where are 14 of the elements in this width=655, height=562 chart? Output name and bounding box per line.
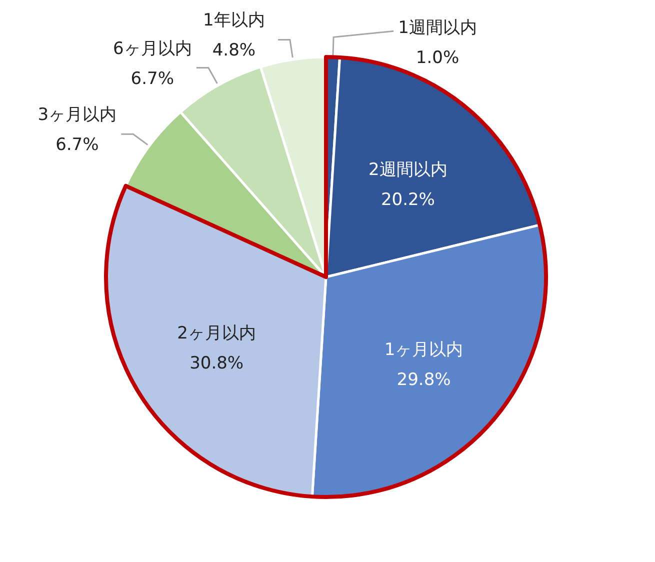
data-label: 30.8% xyxy=(190,354,244,374)
slice-label: 1年以内 xyxy=(203,10,265,31)
slice-label: 1ヶ月以内 xyxy=(384,340,464,360)
data-label: 29.8% xyxy=(396,370,451,390)
slice-label: 2週間以内 xyxy=(368,160,448,180)
slice-label: 1週間以内 xyxy=(398,18,477,38)
slice-label: 6ヶ月以内 xyxy=(112,38,192,59)
data-label: 4.8% xyxy=(212,40,256,61)
data-label: 20.2% xyxy=(380,190,435,210)
data-label: 1.0% xyxy=(416,48,460,68)
slice-label: 3ヶ月以内 xyxy=(38,105,117,126)
slice-label: 2ヶ月以内 xyxy=(177,324,256,344)
data-label: 6.7% xyxy=(56,135,99,156)
data-label: 6.7% xyxy=(130,68,174,89)
